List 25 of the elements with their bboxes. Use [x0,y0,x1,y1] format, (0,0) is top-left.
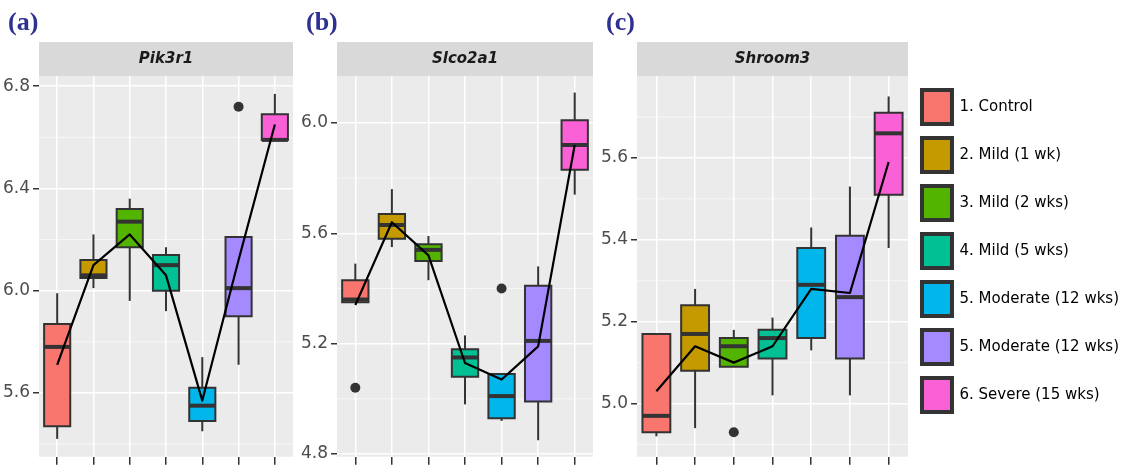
legend-label: 1. Control [959,96,1033,115]
legend-label: 6. Severe (15 wks) [959,384,1100,403]
y-tick-label: 5.0 [600,391,629,412]
y-tick-label: 6.0 [300,111,329,132]
legend-label: 4. Mild (5 wks) [959,240,1069,259]
chart-title: (a) [7,6,40,38]
y-tick-label: 5.2 [600,310,629,331]
y-tick-label: 6.8 [2,74,31,95]
y-tick-label: 5.4 [600,228,629,249]
y-tick-label: 6.4 [2,176,31,197]
chart-subtitle: Slco2a1 [431,48,499,67]
chart-title: (b) [305,6,339,38]
legend-label: 5. Moderate (12 wks) [959,288,1119,307]
y-tick-label: 5.6 [600,146,629,167]
y-tick-label: 5.6 [300,221,329,242]
y-tick-label: 5.6 [2,381,31,402]
legend-label: 3. Mild (2 wks) [959,192,1069,211]
legend-label: 5. Moderate (12 wks) [959,336,1119,355]
y-tick-label: 6.0 [2,279,31,300]
y-tick-label: 4.8 [300,442,329,463]
legend-label: 2. Mild (1 wk) [959,144,1062,163]
chart-subtitle: Pik3r1 [138,48,194,67]
chart-title: (c) [605,6,636,38]
chart-subtitle: Shroom3 [734,48,811,67]
y-tick-label: 5.2 [300,332,329,353]
